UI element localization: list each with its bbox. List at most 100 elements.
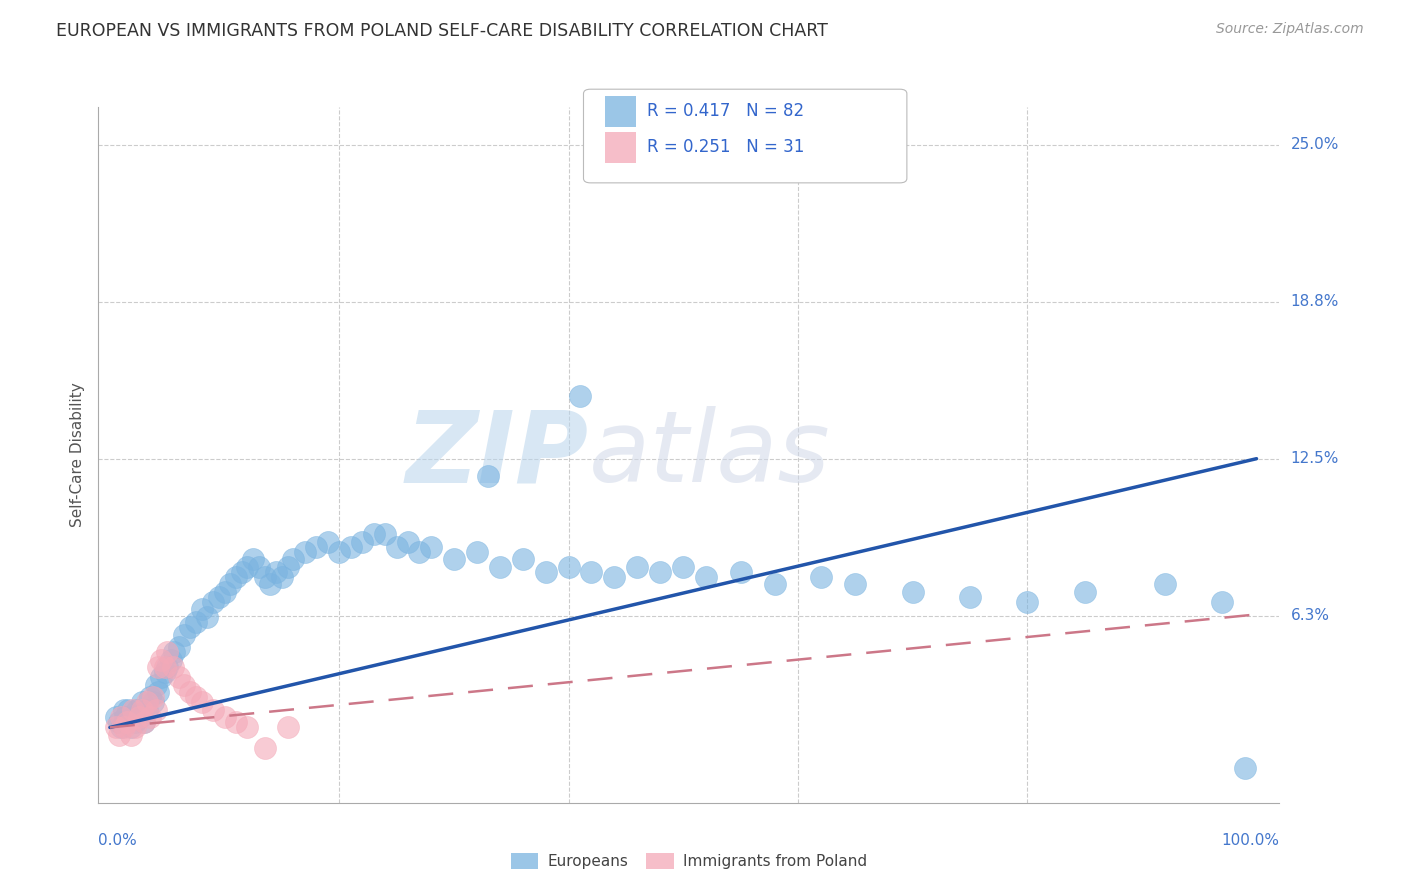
Point (120, 721, 142, 735)
Point (534, 565, 557, 579)
Point (259, 577, 281, 591)
Point (134, 715, 156, 730)
Point (512, 552, 534, 566)
Point (603, 570, 626, 584)
Text: ZIP: ZIP (405, 407, 589, 503)
Text: 6.3%: 6.3% (1291, 608, 1330, 624)
Point (142, 695, 165, 709)
Text: atlas: atlas (589, 407, 830, 503)
Point (959, 590, 981, 604)
Point (127, 703, 149, 717)
Point (134, 715, 156, 730)
Point (156, 660, 179, 674)
Text: 25.0%: 25.0% (1291, 137, 1339, 153)
Point (225, 570, 247, 584)
Point (339, 540, 361, 554)
Point (316, 534, 339, 549)
Point (121, 703, 143, 717)
Point (121, 710, 143, 724)
Point (1073, 584, 1095, 599)
Point (763, 577, 786, 591)
Legend: Europeans, Immigrants from Poland: Europeans, Immigrants from Poland (505, 847, 873, 875)
Point (145, 703, 167, 717)
Point (283, 552, 305, 566)
Point (277, 721, 299, 735)
Point (626, 559, 648, 574)
Point (569, 389, 592, 403)
Point (305, 540, 328, 554)
Y-axis label: Self-Care Disability: Self-Care Disability (69, 383, 84, 527)
Point (104, 710, 127, 724)
Point (695, 570, 717, 584)
Text: R = 0.417   N = 82: R = 0.417 N = 82 (647, 103, 804, 120)
Point (162, 660, 184, 674)
Point (581, 565, 603, 579)
Point (184, 615, 207, 629)
Point (242, 552, 264, 566)
Point (173, 678, 195, 692)
Point (328, 544, 350, 558)
Point (150, 652, 173, 666)
Point (108, 728, 131, 742)
Point (557, 559, 579, 574)
Point (117, 703, 139, 717)
Point (131, 703, 153, 717)
Point (219, 577, 242, 591)
Text: R = 0.251   N = 31: R = 0.251 N = 31 (647, 138, 804, 156)
Point (128, 710, 150, 724)
Point (202, 703, 225, 717)
Point (124, 721, 146, 735)
Point (114, 710, 136, 724)
Point (465, 544, 488, 558)
Point (110, 721, 132, 735)
Point (374, 527, 396, 541)
Point (231, 565, 253, 579)
Point (120, 728, 142, 742)
Point (408, 544, 430, 558)
Point (352, 534, 374, 549)
Point (270, 570, 292, 584)
Point (236, 559, 259, 574)
Point (190, 695, 212, 709)
Point (110, 710, 132, 724)
Point (672, 559, 695, 574)
Point (190, 602, 212, 616)
Point (167, 670, 190, 684)
Point (225, 715, 247, 730)
Point (264, 565, 287, 579)
Point (104, 721, 127, 735)
Point (844, 577, 866, 591)
Point (135, 703, 157, 717)
Point (145, 678, 167, 692)
Point (179, 685, 201, 699)
Point (115, 715, 138, 730)
Point (146, 660, 169, 674)
Point (112, 721, 135, 735)
Point (184, 690, 207, 705)
Point (294, 544, 316, 558)
Point (139, 710, 162, 724)
Text: EUROPEAN VS IMMIGRANTS FROM POLAND SELF-CARE DISABILITY CORRELATION CHART: EUROPEAN VS IMMIGRANTS FROM POLAND SELF-… (56, 22, 828, 40)
Text: Source: ZipAtlas.com: Source: ZipAtlas.com (1216, 22, 1364, 37)
Point (236, 721, 259, 735)
Point (650, 565, 672, 579)
Point (1017, 595, 1039, 609)
Point (208, 590, 231, 604)
Point (214, 710, 236, 724)
Point (810, 570, 832, 584)
Text: 12.5%: 12.5% (1291, 451, 1339, 467)
Point (443, 552, 465, 566)
Point (146, 685, 169, 699)
Point (156, 645, 179, 659)
Point (1153, 577, 1175, 591)
Point (1211, 595, 1233, 609)
Point (488, 559, 510, 574)
Point (159, 652, 181, 666)
Point (214, 584, 236, 599)
Point (163, 645, 186, 659)
Point (385, 540, 408, 554)
Point (173, 627, 195, 641)
Point (112, 703, 135, 717)
Point (195, 610, 218, 624)
Point (128, 710, 150, 724)
